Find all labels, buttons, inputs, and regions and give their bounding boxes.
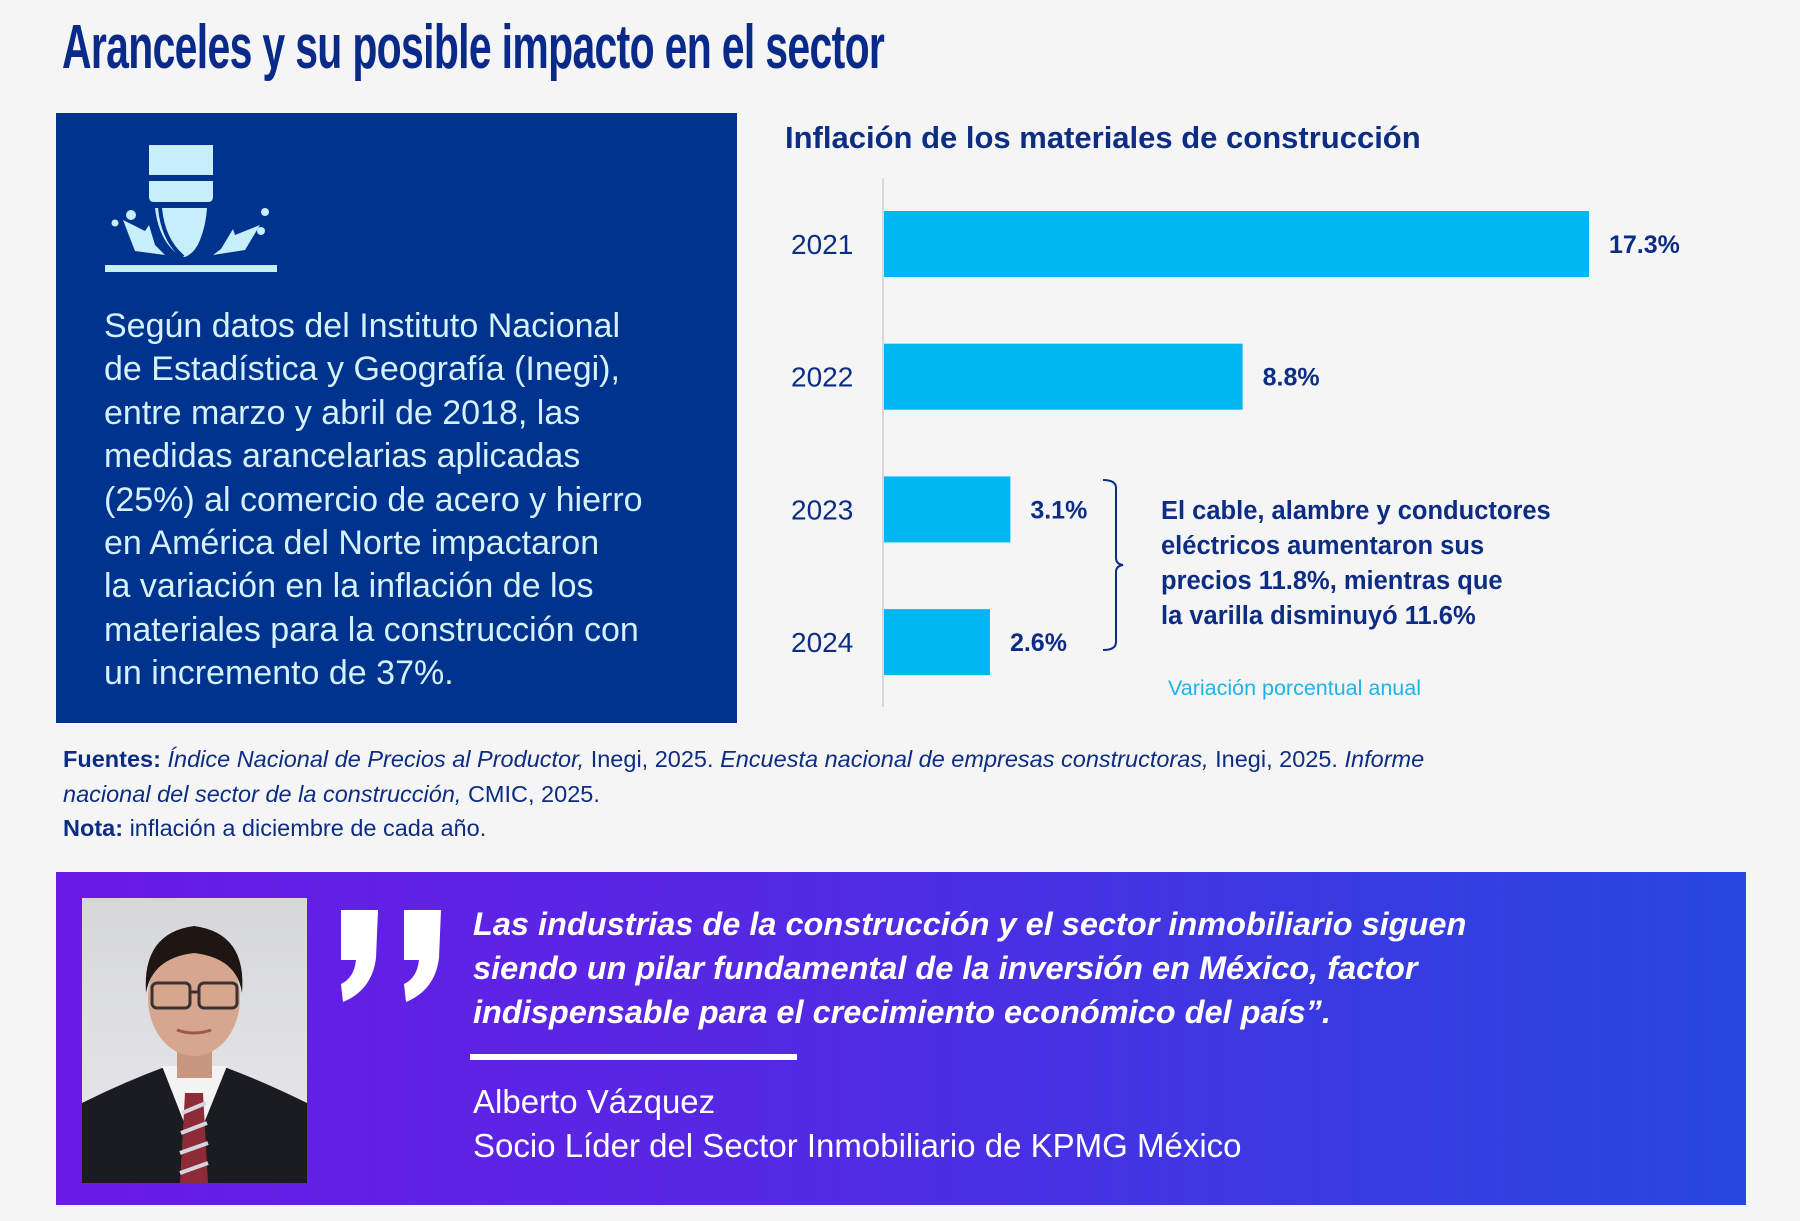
quote-line: siendo un pilar fundamental de la invers…	[473, 950, 1418, 986]
info-line: medidas arancelarias aplicadas	[104, 437, 581, 476]
portrait-photo	[82, 898, 307, 1183]
category-label: 2021	[791, 229, 853, 260]
page-title: Aranceles y su posible impacto en el sec…	[62, 13, 885, 82]
note-label: Nota:	[63, 815, 124, 841]
note-text: inflación a diciembre de cada año.	[123, 815, 487, 841]
quote-author: Alberto Vázquez Socio Líder del Sector I…	[473, 1080, 1242, 1168]
chart-annotation: El cable, alambre y conductores eléctric…	[1161, 494, 1551, 634]
value-label: 2.6%	[1010, 629, 1067, 657]
sources-line-2: nacional del sector de la construcción, …	[63, 777, 1703, 812]
category-label: 2024	[791, 627, 853, 658]
value-label: 17.3%	[1609, 231, 1680, 259]
info-line: la variación en la inflación de los	[104, 567, 594, 606]
info-paragraph: Según datos del Instituto Nacional de Es…	[104, 305, 724, 696]
category-label: 2022	[791, 362, 853, 393]
author-name: Alberto Vázquez	[473, 1083, 716, 1120]
note-line: Nota: inflación a diciembre de cada año.	[63, 811, 1703, 846]
source-text: Inegi, 2025.	[584, 746, 721, 772]
info-line: entre marzo y abril de 2018, las	[104, 393, 581, 432]
bar-2024	[884, 609, 990, 676]
quote-line: indispensable para el crecimiento económ…	[473, 994, 1331, 1030]
closing-quote-icon	[341, 910, 441, 1002]
quote-line: Las industrias de la construcción y el s…	[473, 906, 1467, 942]
bar-chart: 2021 17.3% 2022 8.8% 2023 3.1% 2024 2.6%	[791, 178, 1680, 707]
source-text: CMIC, 2025.	[461, 780, 600, 807]
quote-band	[56, 872, 1746, 1205]
annotation-line: eléctricos aumentaron sus	[1161, 532, 1485, 560]
annotation-bracket	[1102, 479, 1124, 651]
annotation-line: El cable, alambre y conductores	[1161, 497, 1551, 525]
source-text: nacional del sector de la construcción,	[63, 780, 462, 807]
category-label: 2023	[791, 494, 853, 525]
footnote: Fuentes: Índice Nacional de Precios al P…	[63, 742, 1703, 846]
value-label: 3.1%	[1030, 496, 1087, 524]
value-label: 8.8%	[1263, 364, 1320, 392]
source-text: Encuesta nacional de empresas constructo…	[720, 746, 1209, 772]
author-title: Socio Líder del Sector Inmobiliario de K…	[473, 1127, 1242, 1164]
annotation-line: precios 11.8%, mientras que	[1161, 567, 1503, 595]
x-axis-label: Variación porcentual anual	[1168, 676, 1421, 700]
bar-2022	[884, 343, 1243, 410]
source-text: Inegi, 2025.	[1208, 746, 1345, 772]
info-line: en América del Norte impactaron	[104, 524, 600, 563]
info-line: de Estadística y Geografía (Inegi),	[104, 350, 620, 389]
info-line: un incremento de 37%.	[104, 654, 454, 693]
info-line: Según datos del Instituto Nacional	[104, 307, 621, 345]
quote-text: Las industrias de la construcción y el s…	[473, 902, 1466, 1034]
source-text: Informe	[1344, 746, 1425, 772]
chart-title: Inflación de los materiales de construcc…	[785, 120, 1421, 155]
quote-separator	[470, 1054, 797, 1060]
bar-2021	[884, 211, 1589, 277]
sources-label: Fuentes:	[63, 746, 161, 772]
annotation-line: la varilla disminuyó 11.6%	[1161, 602, 1476, 630]
info-line: materiales para la construcción con	[104, 610, 639, 649]
info-line: (25%) al comercio de acero y hierro	[104, 480, 643, 519]
source-text: Índice Nacional de Precios al Productor,	[167, 746, 585, 772]
sources-line-1: Fuentes: Índice Nacional de Precios al P…	[63, 742, 1703, 777]
laser-cutting-icon	[105, 145, 277, 272]
bar-2023	[884, 476, 1011, 543]
